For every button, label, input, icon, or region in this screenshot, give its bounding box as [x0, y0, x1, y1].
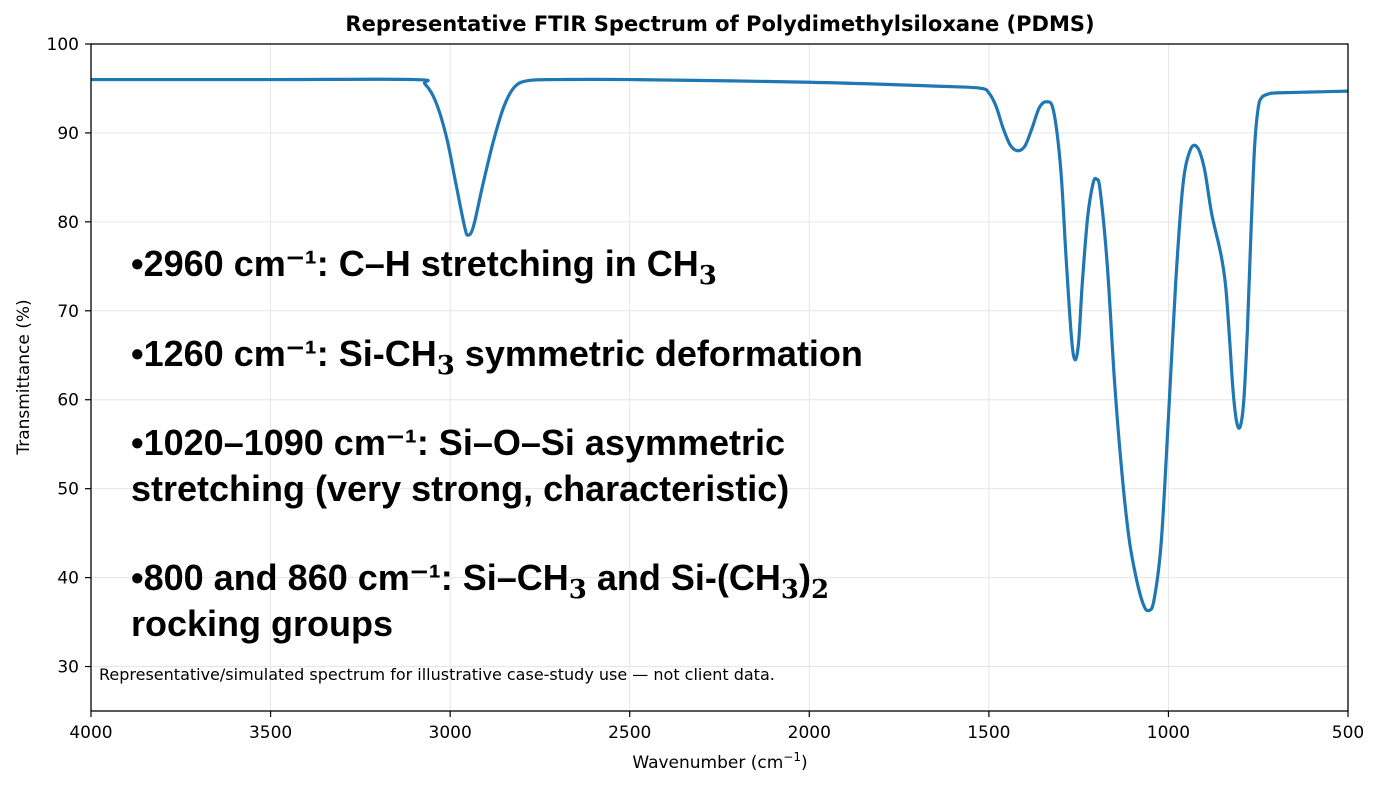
x-tick-label: 3500: [249, 723, 292, 743]
y-axis-label: Transmittance (%): [14, 299, 34, 455]
grid: [90, 43, 1349, 711]
annotation-a1: •2960 cm⁻¹: C–H stretching in CH3: [131, 243, 717, 291]
y-tick-label: 90: [57, 124, 79, 144]
spectrum-line: [90, 77, 1349, 613]
y-axis: 30 40 50 60 70 80 90 100: [47, 35, 91, 678]
x-tick-label: 4000: [69, 723, 112, 743]
plot-frame: [90, 43, 1349, 712]
annotation-a4: rocking groups: [131, 603, 393, 644]
plot-area: [90, 77, 1349, 613]
y-tick-label: 80: [57, 213, 79, 233]
annotation-a2: •1260 cm⁻¹: Si-CH3 symmetric deformation: [131, 333, 863, 381]
y-tick-label: 50: [57, 480, 79, 500]
y-tick-label: 30: [57, 658, 79, 678]
annotation-a3: •1020–1090 cm⁻¹: Si–O–Si asymmetric: [131, 422, 785, 463]
x-tick-label: 2500: [608, 723, 651, 743]
annotation-a3: stretching (very strong, characteristic): [131, 468, 789, 509]
x-tick-label: 1000: [1147, 723, 1190, 743]
y-tick-label: 60: [57, 391, 79, 411]
x-tick-label: 1500: [967, 723, 1010, 743]
y-tick-label: 40: [57, 569, 79, 589]
x-axis-label: Wavenumber (cm−1): [632, 750, 807, 773]
x-tick-label: 3000: [429, 723, 472, 743]
x-tick-label: 2000: [788, 723, 831, 743]
annotations: •2960 cm⁻¹: C–H stretching in CH3 •1260 c…: [131, 243, 863, 644]
chart-title: Representative FTIR Spectrum of Polydime…: [345, 12, 1094, 36]
y-tick-label: 100: [47, 35, 79, 55]
annotation-a4: •800 and 860 cm⁻¹: Si–CH3 and Si-(CH3)2: [131, 557, 829, 605]
x-tick-label: 500: [1332, 723, 1364, 743]
footnote: Representative/simulated spectrum for il…: [99, 665, 775, 684]
x-axis: 4000 3500 3000 2500 2000 1500 1000 500: [69, 711, 1364, 743]
y-tick-label: 70: [57, 302, 79, 322]
